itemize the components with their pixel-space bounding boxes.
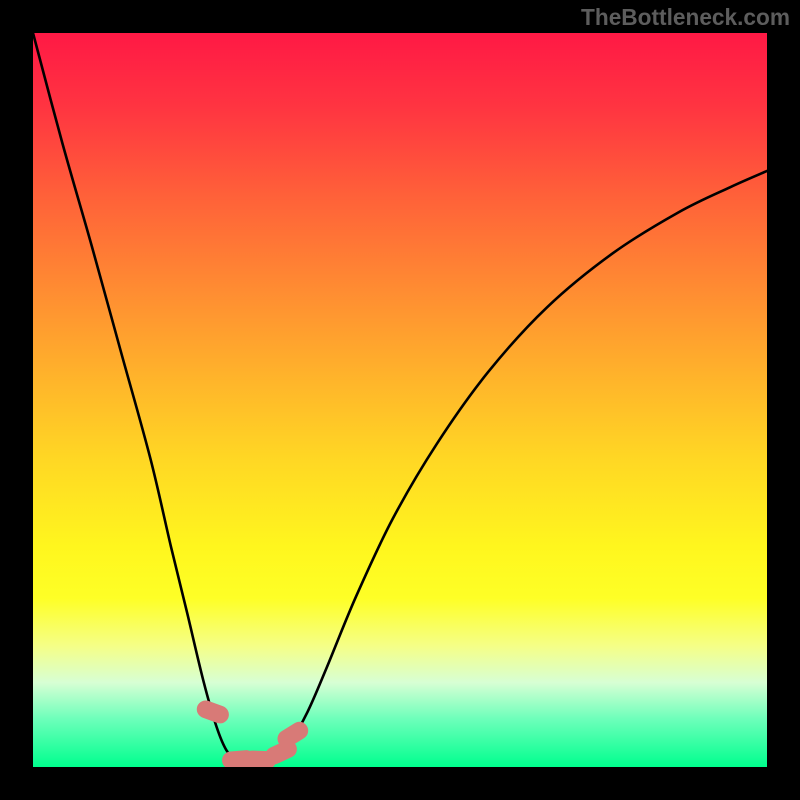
plot-area bbox=[33, 33, 767, 767]
figure: TheBottleneck.com bbox=[0, 0, 800, 800]
chart-svg bbox=[33, 33, 767, 767]
attribution-text: TheBottleneck.com bbox=[581, 4, 790, 31]
chart-background bbox=[33, 33, 767, 767]
